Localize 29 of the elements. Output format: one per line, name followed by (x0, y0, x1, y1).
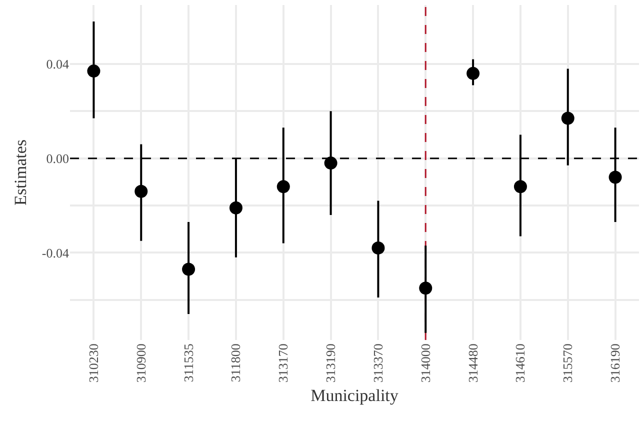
point (419, 282, 432, 295)
x-tick-label: 315570 (560, 344, 576, 383)
x-tick-label: 311535 (180, 344, 196, 382)
point (229, 201, 242, 214)
x-tick-label: 313370 (370, 344, 386, 383)
point (372, 241, 385, 254)
point (324, 156, 338, 170)
x-tick-label: 314480 (465, 344, 480, 383)
x-axis-title: Municipality (310, 386, 399, 405)
x-tick-label: 314000 (418, 344, 433, 383)
point (276, 180, 290, 194)
point (182, 262, 196, 276)
y-tick-label: 0.00 (46, 150, 69, 166)
point (514, 180, 527, 194)
y-tick-label: 0.04 (46, 56, 70, 72)
y-tick-label: -0.04 (42, 245, 70, 260)
x-tick-label: 314610 (512, 344, 528, 383)
x-tick-label: 310900 (133, 344, 148, 383)
x-tick-label: 313190 (323, 344, 338, 383)
point (561, 112, 574, 125)
point (608, 170, 622, 184)
x-tick-label: 316190 (608, 344, 623, 383)
point (87, 64, 100, 78)
x-tick-label: 313170 (276, 344, 291, 383)
y-axis-title: Estimates (11, 139, 30, 206)
point (466, 66, 480, 80)
x-tick-label: 310230 (86, 344, 101, 383)
x-tick-label: 311800 (228, 344, 244, 382)
point (134, 184, 148, 198)
